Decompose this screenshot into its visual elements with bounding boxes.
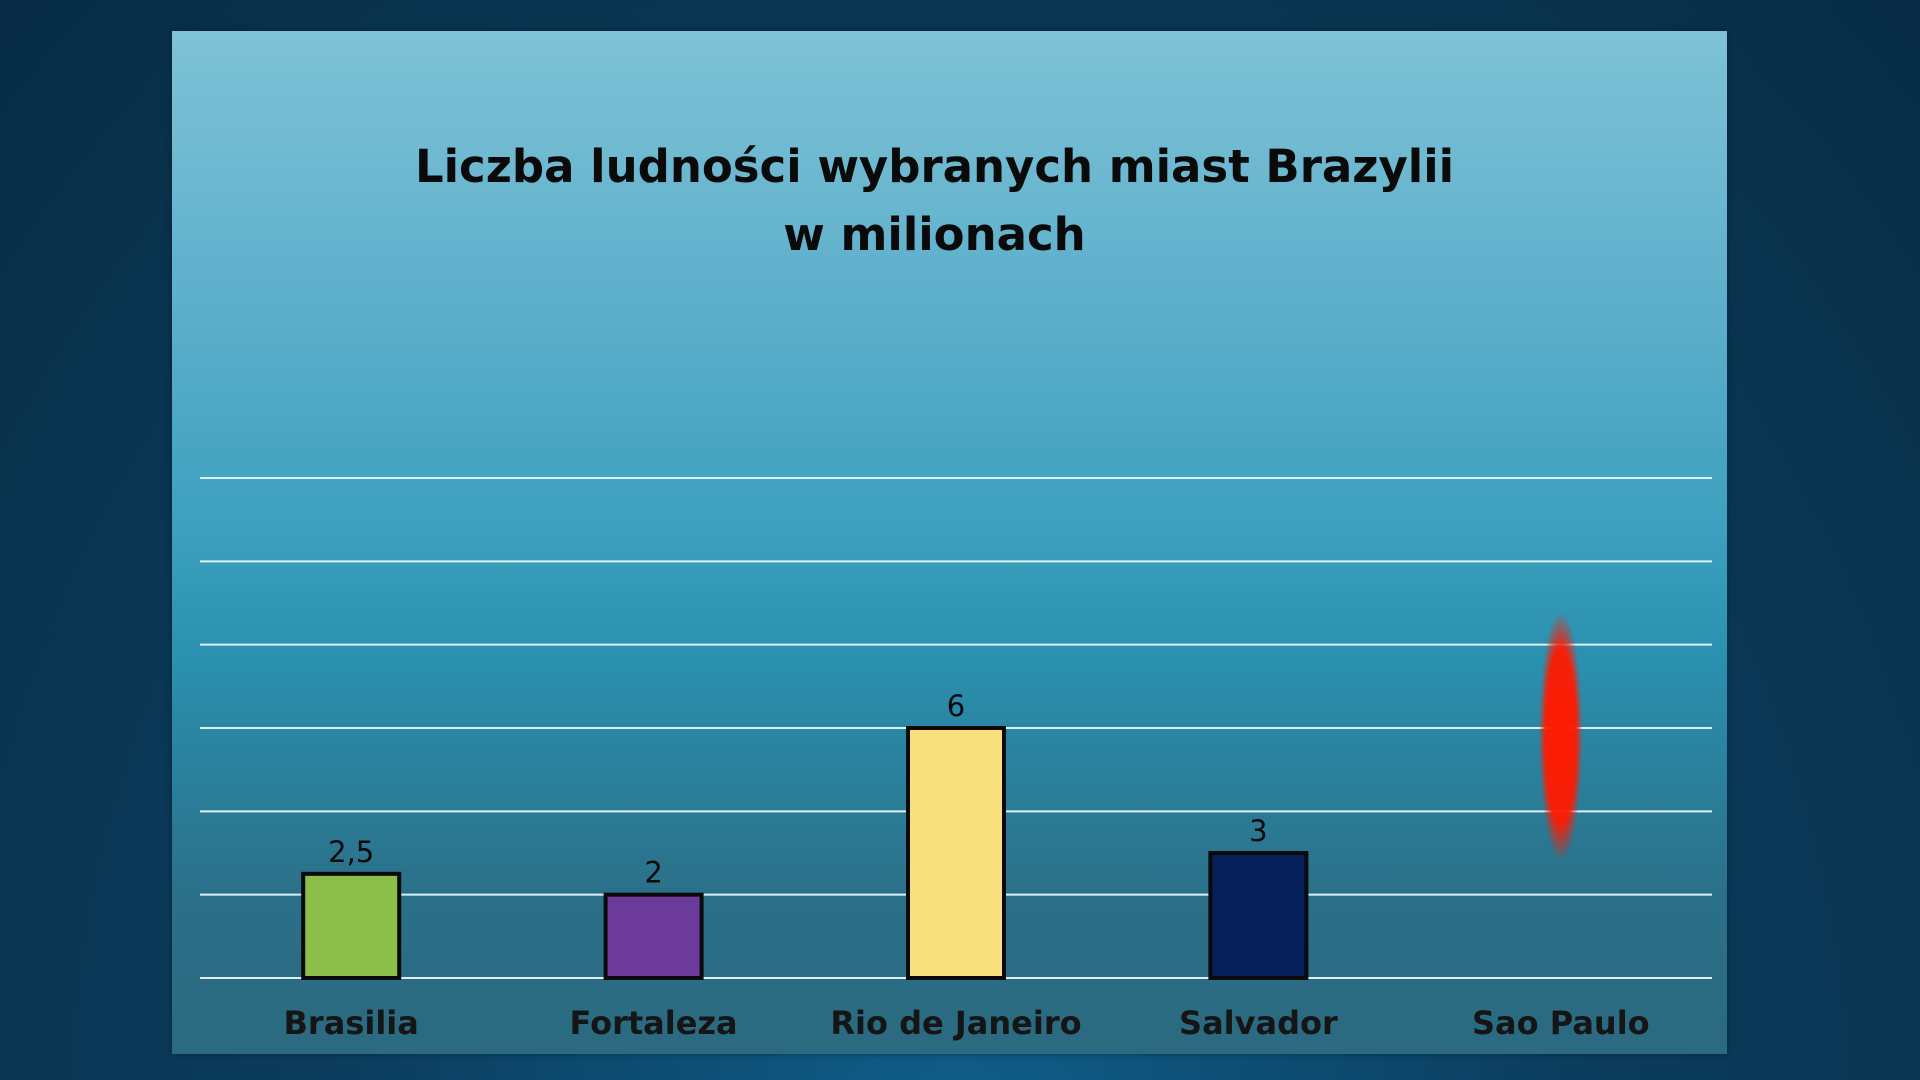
chart-title-line-1: Liczba ludności wybranych miast Brazylii: [414, 140, 1455, 193]
chart-title-line-2: w milionach: [783, 208, 1086, 261]
bar-chart: 2,5 Brasilia 2 Fortaleza 6 Rio de Janeiro 3 Sal…: [200, 477, 1712, 1042]
category-label-salvador: Salvador: [1179, 1004, 1338, 1042]
value-label-rio-de-janeiro: 6: [947, 689, 965, 723]
category-label-rio-de-janeiro: Rio de Janeiro: [830, 1004, 1081, 1042]
category-label-brasilia: Brasilia: [284, 1004, 419, 1042]
category-label-sao-paulo: Sao Paulo: [1472, 1004, 1650, 1042]
category-label-fortaleza: Fortaleza: [570, 1004, 738, 1042]
value-label-fortaleza: 2: [644, 856, 662, 890]
value-label-salvador: 3: [1249, 814, 1267, 848]
bar-salvador: [1208, 851, 1309, 980]
bar-brasilia: [301, 871, 402, 980]
chart-title: Liczba ludności wybranych miast Brazylii…: [172, 133, 1697, 269]
highlight-marker: [1538, 611, 1583, 862]
bar-fortaleza: [603, 892, 704, 981]
value-label-brasilia: 2,5: [328, 835, 374, 869]
bar-rio-de-janeiro: [906, 726, 1006, 980]
chart-panel: Liczba ludności wybranych miast Brazylii…: [172, 31, 1727, 1054]
